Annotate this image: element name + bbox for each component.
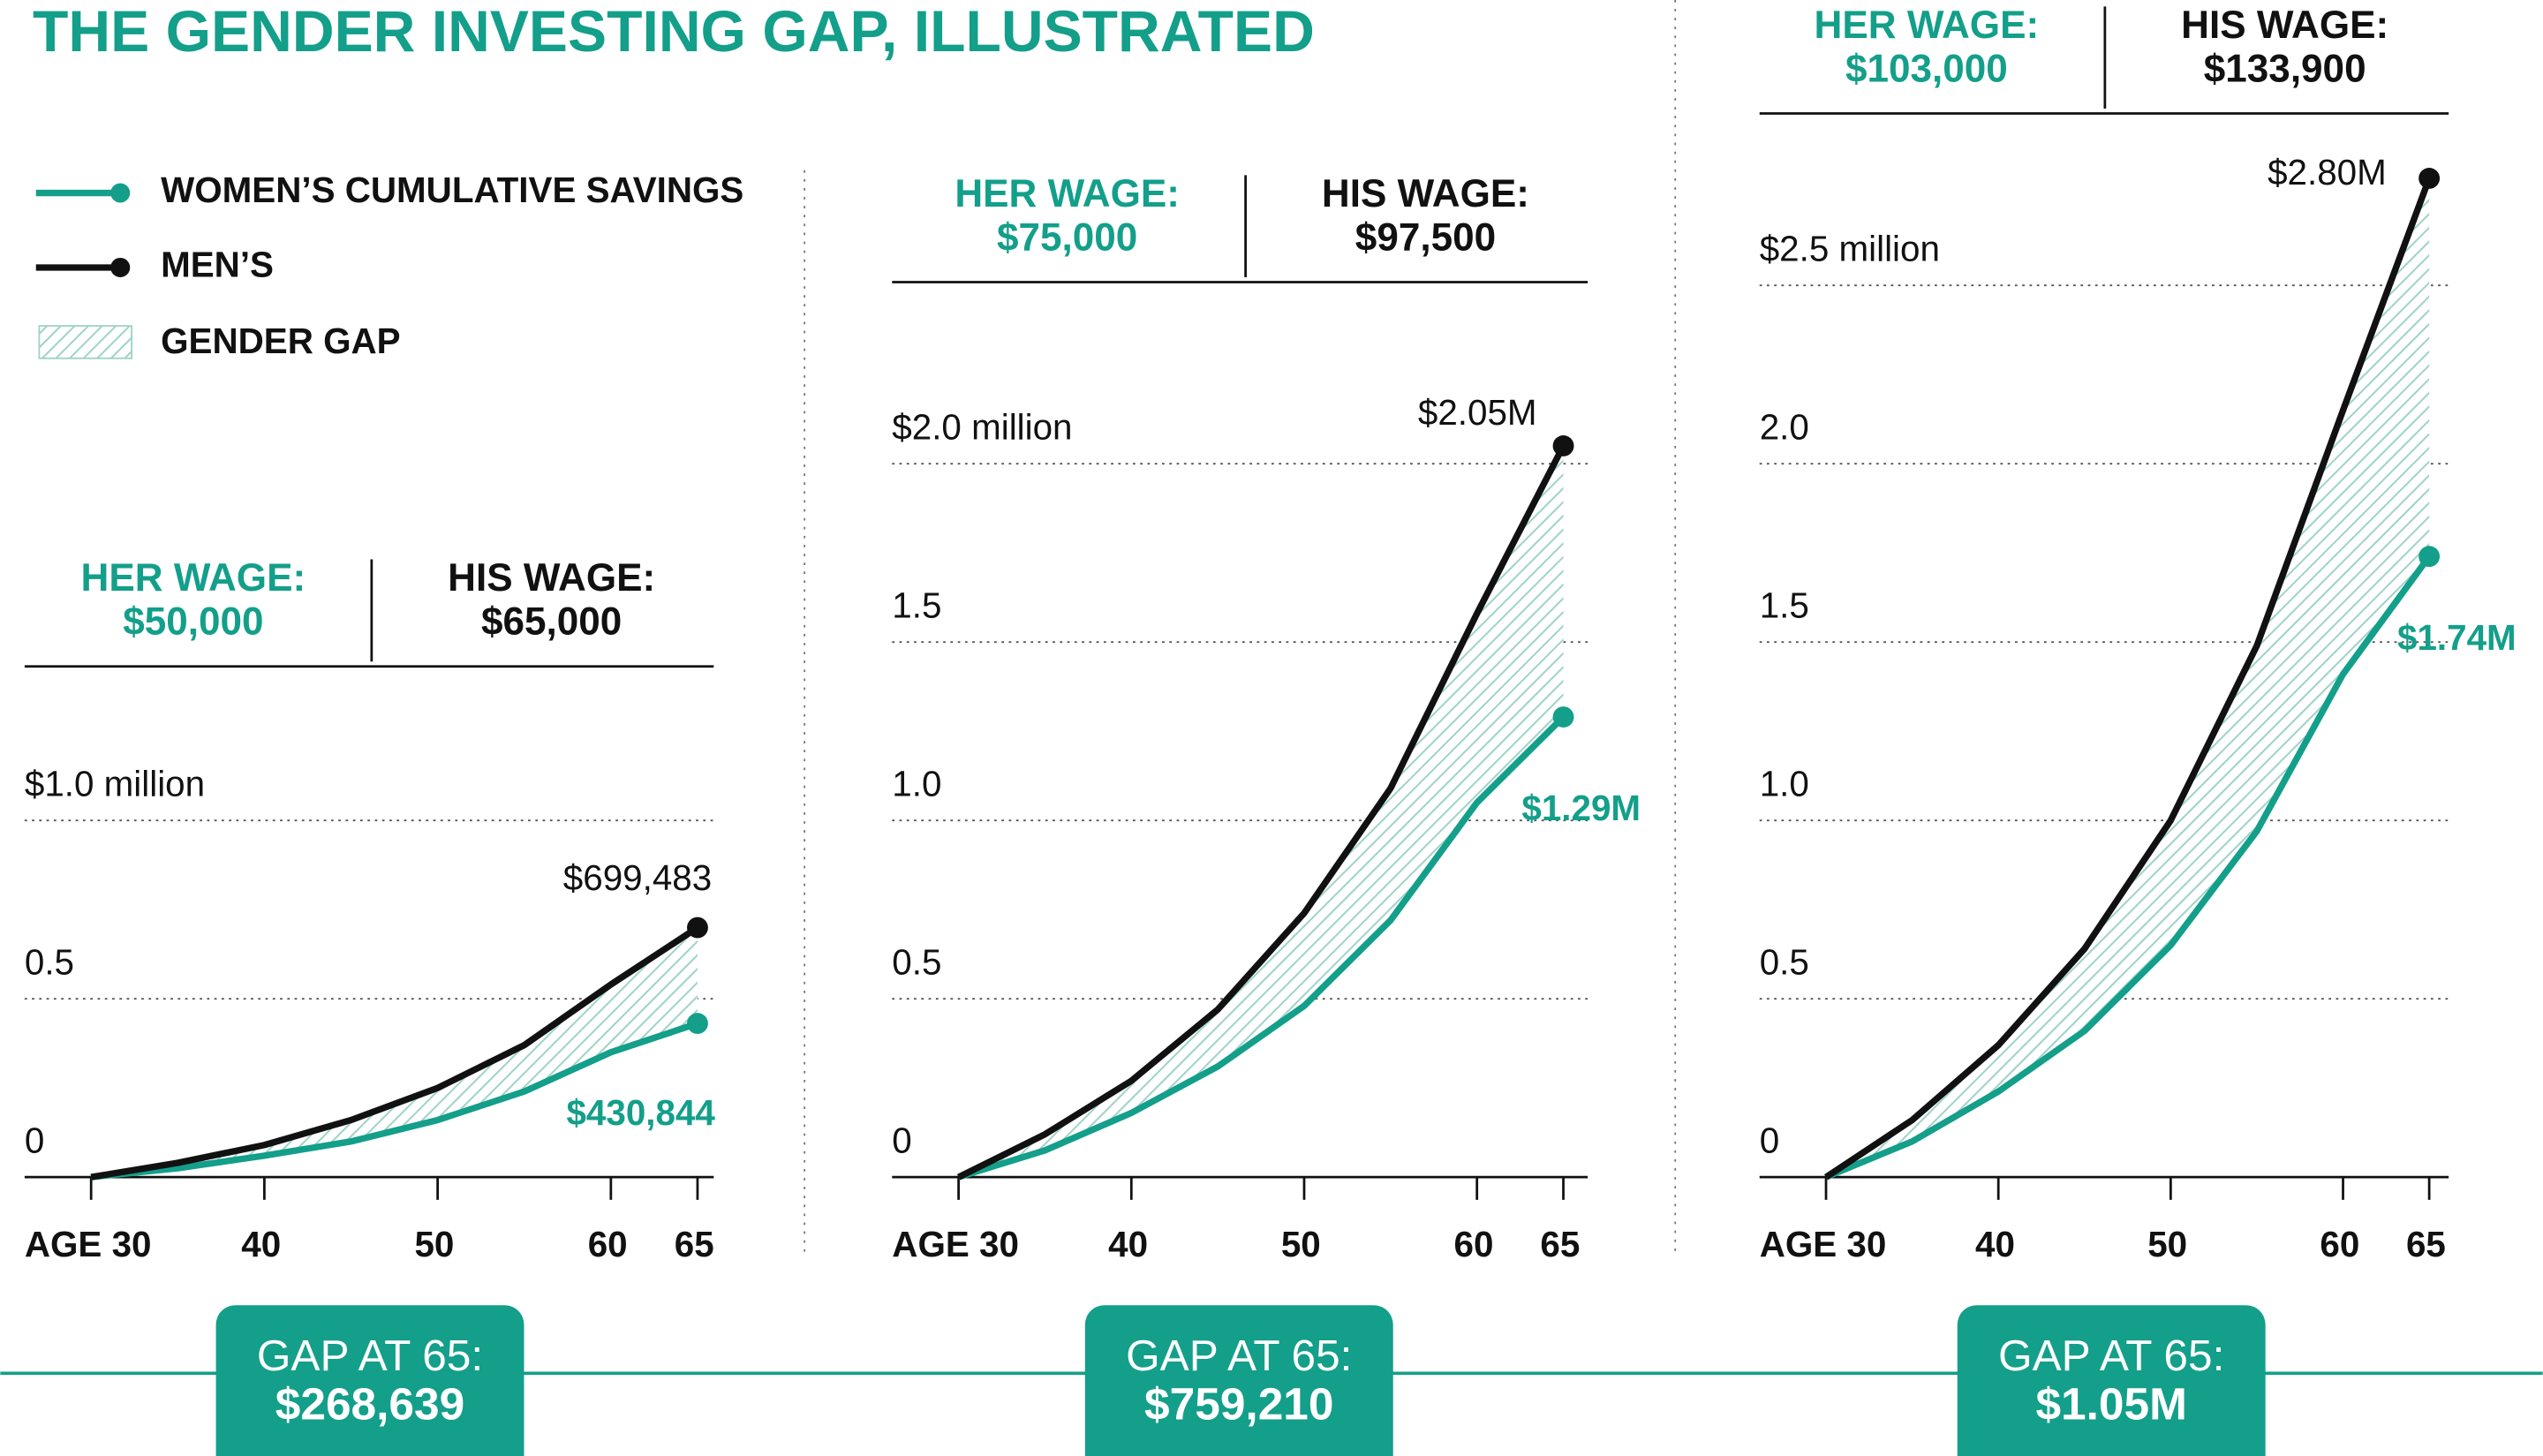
gap-area <box>91 927 698 1178</box>
x-tick-label: 40 <box>1108 1224 1148 1264</box>
her-wage-label: HER WAGE: <box>81 556 306 600</box>
x-tick-label: 50 <box>2147 1224 2187 1264</box>
gap-area <box>958 445 1564 1178</box>
end-point <box>2418 546 2441 568</box>
gap-box <box>1957 1305 2266 1456</box>
end-point <box>1552 435 1574 456</box>
x-tick-label: 65 <box>1540 1224 1580 1264</box>
gap-area <box>1826 177 2430 1178</box>
value-label: $1.74M <box>2397 617 2517 658</box>
gap-label: GAP AT 65: <box>1126 1331 1352 1380</box>
x-tick-label: AGE 30 <box>1760 1224 1887 1264</box>
end-point <box>1552 706 1574 728</box>
his-wage-label: HIS WAGE: <box>1322 172 1529 215</box>
x-tick-label: AGE 30 <box>892 1224 1019 1264</box>
gap-value: $759,210 <box>1144 1377 1333 1429</box>
his-wage: $65,000 <box>481 600 622 644</box>
legend-label: WOMEN’S CUMULATIVE SAVINGS <box>161 170 743 210</box>
value-label: $1.29M <box>1521 788 1641 828</box>
x-tick-label: 65 <box>2406 1224 2446 1264</box>
y-tick-label: $1.0 million <box>25 763 205 803</box>
her-wage-label: HER WAGE: <box>1815 4 2040 47</box>
title: THE GENDER INVESTING GAP, ILLUSTRATED <box>33 0 1315 64</box>
x-tick-label: 50 <box>1281 1224 1321 1264</box>
x-tick-label: 40 <box>1975 1224 2015 1264</box>
end-point <box>687 917 708 939</box>
gap-value: $1.05M <box>2035 1377 2186 1429</box>
series-line <box>956 444 1566 1181</box>
legend-dot <box>110 257 131 278</box>
x-tick-label: AGE 30 <box>25 1224 152 1264</box>
gap-value: $268,639 <box>275 1377 464 1429</box>
series-line <box>90 924 699 1181</box>
gap-box <box>1084 1305 1393 1456</box>
value-label: $430,844 <box>566 1092 715 1133</box>
series-line <box>957 714 1566 1181</box>
y-tick-label: 0 <box>25 1120 44 1160</box>
legend-label: MEN’S <box>161 245 274 285</box>
x-tick-label: 65 <box>675 1224 714 1264</box>
series-line <box>1824 554 2433 1181</box>
series-line <box>90 1020 699 1181</box>
end-point <box>2418 168 2441 189</box>
x-tick-label: 60 <box>2320 1224 2359 1264</box>
gap-label: GAP AT 65: <box>257 1331 483 1380</box>
legend-label: GENDER GAP <box>161 321 400 361</box>
y-tick-label: 1.5 <box>1760 585 1809 625</box>
end-point <box>687 1013 708 1035</box>
y-tick-label: $2.5 million <box>1760 228 1940 268</box>
his-wage: $133,900 <box>2204 47 2366 90</box>
gap-box <box>215 1305 524 1456</box>
y-tick-label: 1.0 <box>1760 763 1809 803</box>
his-wage-label: HIS WAGE: <box>2181 4 2388 47</box>
x-tick-label: 60 <box>588 1224 628 1264</box>
his-wage-label: HIS WAGE: <box>448 556 655 600</box>
legend-swatch <box>38 325 132 359</box>
series-line <box>1823 177 2433 1181</box>
y-tick-label: 0 <box>1760 1120 1779 1160</box>
her-wage-label: HER WAGE: <box>955 172 1180 215</box>
y-tick-label: 0 <box>892 1120 911 1160</box>
y-tick-label: 1.0 <box>892 763 941 803</box>
y-tick-label: 0.5 <box>892 941 941 982</box>
value-label: $2.05M <box>1418 392 1537 433</box>
x-tick-label: 50 <box>414 1224 454 1264</box>
y-tick-label: 2.0 <box>1760 406 1809 447</box>
y-tick-label: 1.5 <box>892 585 941 625</box>
x-tick-label: 60 <box>1454 1224 1494 1264</box>
her-wage: $50,000 <box>123 600 263 644</box>
value-label: $2.80M <box>2268 152 2387 192</box>
y-tick-label: $2.0 million <box>892 406 1072 447</box>
x-tick-label: 40 <box>241 1224 281 1264</box>
legend-dot <box>110 183 131 203</box>
y-tick-label: 0.5 <box>1760 941 1809 982</box>
her-wage: $103,000 <box>1845 47 2008 90</box>
her-wage: $75,000 <box>997 215 1137 259</box>
value-label: $699,483 <box>563 857 712 898</box>
y-tick-label: 0.5 <box>25 941 74 982</box>
his-wage: $97,500 <box>1355 215 1496 259</box>
gap-label: GAP AT 65: <box>1998 1331 2224 1380</box>
